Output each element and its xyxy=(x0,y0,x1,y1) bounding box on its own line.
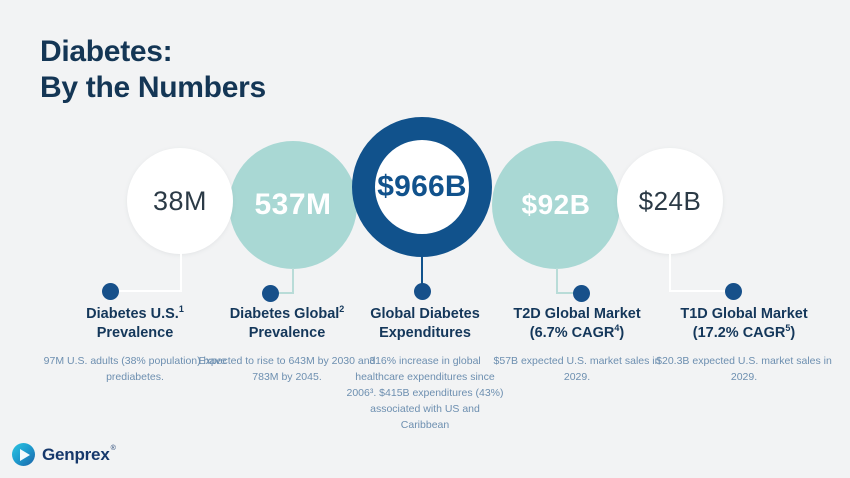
genprex-name: Genprex xyxy=(42,444,110,464)
stat-heading-4-tail: ) xyxy=(619,325,625,341)
connector-dot-1 xyxy=(102,283,119,300)
stat-circle-2[interactable]: 537M xyxy=(229,141,357,269)
stat-heading-2-line2: Prevalence xyxy=(248,325,326,341)
stat-heading-5-line2: (17.2% CAGR xyxy=(692,325,786,341)
stat-label-5: T1D Global Market (17.2% CAGR5) $20.3B ex… xyxy=(654,305,834,385)
stat-label-3: Global Diabetes Expenditures 316% increas… xyxy=(345,305,505,433)
genprex-mark-icon xyxy=(12,443,35,466)
stat-heading-2: Diabetes Global2 Prevalence xyxy=(196,305,378,343)
stat-heading-4-text: T2D Global Market xyxy=(513,306,641,322)
connector-vertical-2 xyxy=(292,268,294,294)
stat-value-1: 38M xyxy=(152,185,208,216)
title-line-2: By the Numbers xyxy=(40,71,266,104)
stat-heading-2-text: Diabetes Global xyxy=(229,306,340,322)
connector-dot-2 xyxy=(262,285,279,302)
stat-value-5: $24B xyxy=(638,185,702,216)
stat-value-3: $966B xyxy=(377,170,467,203)
stat-heading-4: T2D Global Market (6.7% CAGR4) xyxy=(492,305,662,343)
stat-label-2: Diabetes Global2 Prevalence Expected to r… xyxy=(196,305,378,385)
stat-label-1: Diabetes U.S.1 Prevalence 97M U.S. adults… xyxy=(40,305,230,385)
connector-dot-4 xyxy=(573,285,590,302)
genprex-wordmark: Genprex® xyxy=(42,444,116,465)
stat-heading-5-text: T1D Global Market xyxy=(680,306,808,322)
connector-horizontal-1 xyxy=(110,290,182,292)
connector-horizontal-5 xyxy=(669,290,733,292)
stat-circle-4[interactable]: $92B xyxy=(492,141,620,269)
stat-body-1: 97M U.S. adults (38% population) have pr… xyxy=(43,355,227,383)
stat-heading-4-footnote: 4 xyxy=(614,323,620,334)
stat-heading-5-tail: ) xyxy=(790,325,796,341)
connector-dot-5 xyxy=(725,283,742,300)
stat-heading-3: Global Diabetes Expenditures xyxy=(345,305,505,343)
connector-dot-3 xyxy=(414,283,431,300)
stat-circle-1[interactable]: 38M xyxy=(127,148,233,254)
title-line-1: Diabetes: xyxy=(40,35,173,68)
triangle-icon xyxy=(19,448,30,461)
stat-heading-3-text: Global Diabetes xyxy=(370,306,480,322)
genprex-logo[interactable]: Genprex® xyxy=(12,443,116,466)
stat-body-5: $20.3B expected U.S. market sales in 202… xyxy=(656,355,832,383)
stat-value-4: $92B xyxy=(521,189,591,220)
stat-body-3: 316% increase in global healthcare expen… xyxy=(346,355,504,431)
stat-value-2: 537M xyxy=(254,188,332,221)
connector-vertical-4 xyxy=(556,268,558,294)
stat-body-4: $57B expected U.S. market sales in 2029. xyxy=(493,355,661,383)
stat-heading-3-line2: Expenditures xyxy=(379,325,471,341)
stat-heading-1-text: Diabetes U.S. xyxy=(86,306,179,322)
stat-heading-1-footnote: 1 xyxy=(178,304,184,315)
connector-vertical-5 xyxy=(669,252,671,292)
stat-heading-1: Diabetes U.S.1 Prevalence xyxy=(40,305,230,343)
stat-heading-2-footnote: 2 xyxy=(339,304,345,315)
stat-heading-1-line2: Prevalence xyxy=(96,325,174,341)
stat-heading-5-footnote: 5 xyxy=(785,323,791,334)
stat-label-4: T2D Global Market (6.7% CAGR4) $57B expec… xyxy=(492,305,662,385)
stat-circle-5[interactable]: $24B xyxy=(617,148,723,254)
connector-vertical-1 xyxy=(180,252,182,292)
trademark-symbol: ® xyxy=(110,444,116,452)
stat-heading-5: T1D Global Market (17.2% CAGR5) xyxy=(654,305,834,343)
stat-body-2: Expected to rise to 643M by 2030 and 783… xyxy=(198,355,376,383)
stat-circle-3[interactable]: $966B xyxy=(352,117,492,257)
stat-heading-4-line2: (6.7% CAGR xyxy=(529,325,615,341)
page-title: Diabetes: By the Numbers xyxy=(40,34,266,106)
